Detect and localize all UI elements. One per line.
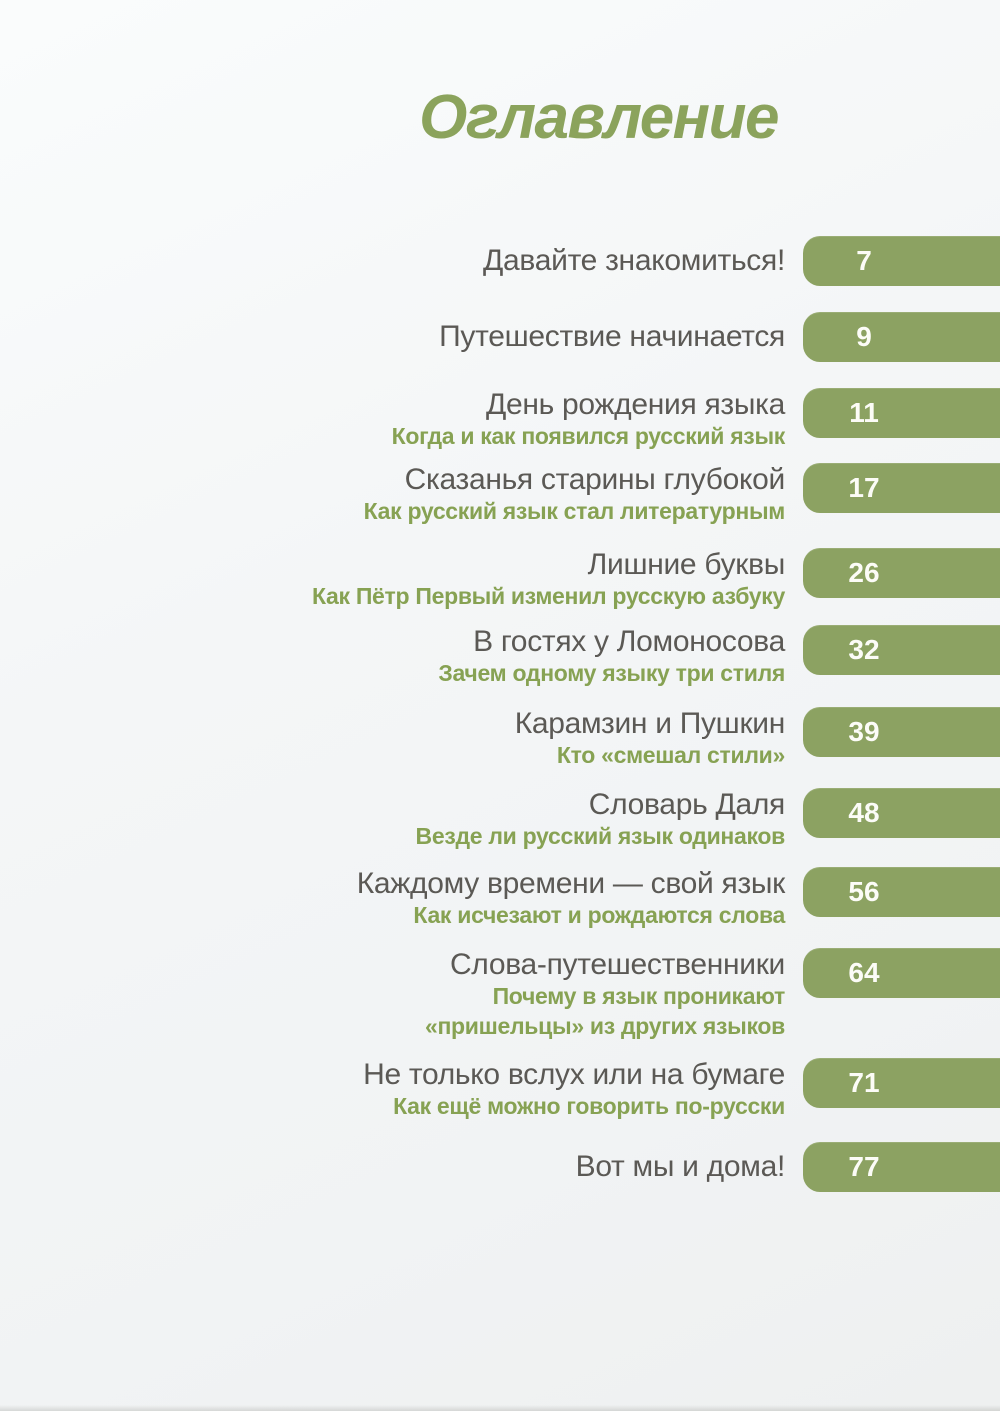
entry-subtitle: Как ещё можно говорить по-русски bbox=[393, 1093, 785, 1119]
toc-entry: Путешествие начинается 9 bbox=[0, 312, 1000, 362]
page-number-badge: 7 bbox=[803, 236, 1000, 286]
page-number: 26 bbox=[848, 557, 880, 588]
entry-title: Карамзин и Пушкин bbox=[514, 707, 786, 740]
toc-entry: В гостях у Ломоносова Зачем одному языку… bbox=[0, 625, 1000, 686]
entry-title: В гостях у Ломоносова bbox=[473, 625, 785, 658]
page-number-badge: 9 bbox=[803, 312, 1000, 362]
page-number: 9 bbox=[856, 321, 872, 352]
page-number-badge: 64 bbox=[803, 948, 1000, 998]
page-number: 32 bbox=[848, 634, 880, 665]
toc-entry: Сказанья старины глубокой Как русский яз… bbox=[0, 463, 1000, 524]
page-number: 71 bbox=[848, 1067, 880, 1098]
entry-subtitle: Как Пётр Первый изменил русскую азбуку bbox=[312, 583, 785, 609]
entry-title: Лишние буквы bbox=[587, 548, 786, 581]
entry-title: День рождения языка bbox=[485, 388, 785, 421]
page-number: 39 bbox=[848, 716, 880, 747]
toc-entry: День рождения языка Когда и как появился… bbox=[0, 388, 1000, 449]
entry-title: Не только вслух или на бумаге bbox=[363, 1058, 785, 1091]
entry-subtitle: Как русский язык стал литературным bbox=[363, 498, 786, 524]
entry-title: Словарь Даля bbox=[588, 788, 786, 821]
entry-subtitle: Как исчезают и рождаются слова bbox=[413, 902, 785, 928]
page-number-badge: 56 bbox=[803, 867, 1000, 917]
page-number: 77 bbox=[848, 1151, 880, 1182]
entry-title: Каждому времени — свой язык bbox=[356, 867, 786, 900]
toc-entry: Карамзин и Пушкин Кто «смешал стили» 39 bbox=[0, 707, 1000, 768]
page-number: 17 bbox=[848, 472, 880, 503]
page-number: 11 bbox=[849, 397, 879, 428]
toc-entry: Словарь Даля Везде ли русский язык одина… bbox=[0, 788, 1000, 849]
page-number-badge: 39 bbox=[803, 707, 1000, 757]
page-number-badge: 17 bbox=[803, 463, 1000, 513]
entry-title: Путешествие начинается bbox=[439, 320, 785, 353]
toc-entry: Не только вслух или на бумаге Как ещё мо… bbox=[0, 1058, 1000, 1119]
entry-subtitle: Везде ли русский язык одинаков bbox=[415, 823, 786, 849]
page-number-badge: 32 bbox=[803, 625, 1000, 675]
page-number: 48 bbox=[848, 797, 880, 828]
page-number: 56 bbox=[848, 876, 880, 907]
entry-title: Сказанья старины глубокой bbox=[404, 463, 786, 496]
page-number-badge: 77 bbox=[803, 1142, 1000, 1192]
entry-subtitle: Кто «смешал стили» bbox=[556, 742, 785, 768]
toc-entry: Давайте знакомиться! 7 bbox=[0, 236, 1000, 286]
page-number: 7 bbox=[856, 245, 872, 276]
toc-entry: Лишние буквы Как Пётр Первый изменил рус… bbox=[0, 548, 1000, 609]
toc-entry: Слова-путешественники Почему в язык прон… bbox=[0, 948, 1000, 1039]
page-number-badge: 71 bbox=[803, 1058, 1000, 1108]
entry-title: Давайте знакомиться! bbox=[483, 244, 785, 277]
toc-entry: Каждому времени — свой язык Как исчезают… bbox=[0, 867, 1000, 928]
entry-subtitle: Когда и как появился русский язык bbox=[391, 423, 786, 449]
page-title: Оглавление bbox=[419, 83, 779, 152]
page-number: 64 bbox=[848, 957, 880, 988]
entry-subtitle-line2: «пришельцы» из других языков bbox=[424, 1013, 785, 1039]
page-number-badge: 26 bbox=[803, 548, 1000, 598]
entry-title: Слова-путешественники bbox=[449, 948, 785, 981]
toc-entry: Вот мы и дома! 77 bbox=[0, 1142, 1000, 1192]
page-number-badge: 11 bbox=[803, 388, 1000, 438]
entry-subtitle: Зачем одному языку три стиля bbox=[438, 660, 785, 686]
page-number-badge: 48 bbox=[803, 788, 1000, 838]
entry-title: Вот мы и дома! bbox=[575, 1150, 786, 1183]
entry-subtitle: Почему в язык проникают bbox=[492, 983, 786, 1009]
